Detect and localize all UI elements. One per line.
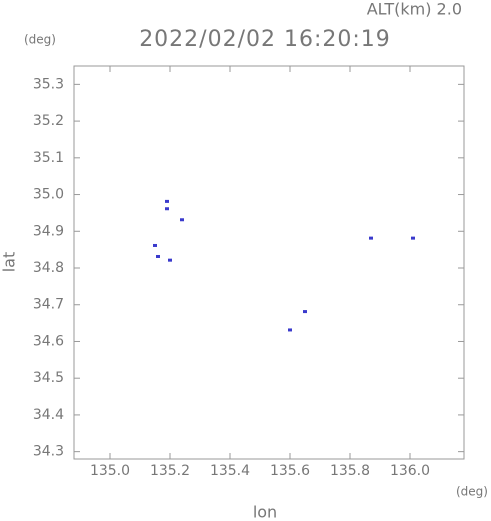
x-tick-label: 135.6 xyxy=(270,463,310,479)
echo-point xyxy=(180,218,184,222)
echo-point xyxy=(288,328,292,332)
y-tick-label: 34.7 xyxy=(33,297,64,313)
y-tick-label: 34.4 xyxy=(33,407,64,423)
y-tick-label: 35.0 xyxy=(33,187,64,203)
y-tick-label: 34.3 xyxy=(33,444,64,460)
x-axis-label: lon xyxy=(253,503,277,521)
chart-title: 2022/02/02 16:20:19 xyxy=(139,27,391,52)
x-tick-label: 135.4 xyxy=(210,463,250,479)
y-tick-label: 34.5 xyxy=(33,370,64,386)
echo-point xyxy=(303,310,307,314)
echo-point xyxy=(153,243,157,247)
y-tick-label: 34.8 xyxy=(33,260,64,276)
altitude-label: ALT(km) 2.0 xyxy=(367,0,462,19)
plot-frame xyxy=(73,65,465,460)
y-axis-label: lat xyxy=(0,252,19,273)
echo-point xyxy=(168,258,172,262)
echo-point xyxy=(165,207,169,211)
y-tick-label: 34.9 xyxy=(33,223,64,239)
x-unit: (deg) xyxy=(456,485,488,499)
y-tick-label: 35.3 xyxy=(33,76,64,92)
x-tick-label: 136.0 xyxy=(390,463,430,479)
echo-point xyxy=(165,199,169,203)
echo-point xyxy=(369,236,373,240)
y-unit: (deg) xyxy=(24,33,56,47)
x-tick-label: 135.2 xyxy=(150,463,190,479)
y-tick-label: 35.2 xyxy=(33,113,64,129)
x-tick-label: 135.8 xyxy=(330,463,370,479)
x-tick-label: 135.0 xyxy=(90,463,130,479)
y-tick-label: 34.6 xyxy=(33,333,64,349)
echo-point xyxy=(156,254,160,258)
echo-point xyxy=(411,236,415,240)
y-tick-label: 35.1 xyxy=(33,150,64,166)
